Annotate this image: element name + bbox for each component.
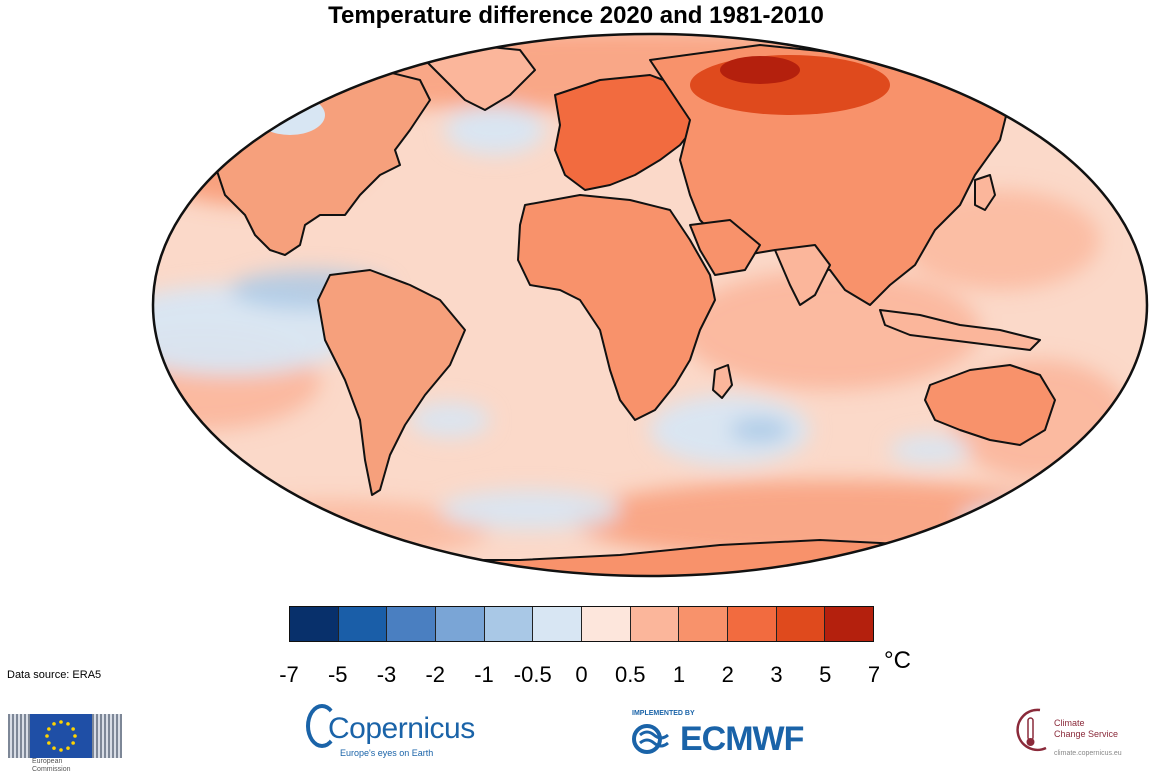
tick-label: 1 [672, 662, 686, 687]
eu-star-icon [52, 722, 56, 726]
map-title: Temperature difference 2020 and 1981-201… [328, 2, 824, 29]
color-scale-bar [289, 606, 874, 642]
tick-label: -5 [327, 662, 348, 687]
antarctic-peninsula [419, 559, 491, 576]
color-swatch [436, 607, 485, 641]
arabia [689, 219, 761, 276]
ecmwf-logo: IMPLEMENTED BY ECMWF [632, 710, 822, 760]
color-swatch [679, 607, 729, 641]
eu-star-icon [59, 748, 63, 752]
eu-star-icon [59, 720, 63, 724]
data-source-label: Data source: ERA5 [7, 669, 102, 681]
tick-label: 5 [819, 662, 832, 687]
globe-outline [151, 32, 1149, 578]
eu-star-icon [73, 734, 77, 738]
eu-star-icon [47, 727, 51, 731]
color-swatch [290, 607, 339, 641]
tick-label: -1 [474, 662, 494, 687]
ecmwf-wordmark: ECMWF [680, 720, 804, 758]
eu-flag-icon [30, 714, 92, 758]
eu-star-icon [52, 746, 56, 750]
ecmwf-wave-icon [632, 724, 669, 754]
india [774, 244, 831, 306]
color-swatch [484, 607, 534, 641]
tick-label: 0.5 [614, 662, 646, 687]
madagascar [712, 364, 733, 399]
color-swatch [387, 607, 437, 641]
color-swatch [582, 607, 631, 641]
eu-caption: European Commission [32, 758, 71, 773]
european-commission-logo: European Commission [8, 710, 122, 773]
indonesia [879, 309, 1041, 351]
color-swatch [338, 607, 388, 641]
europe [554, 74, 701, 191]
tick-label: 0 [575, 662, 588, 687]
color-swatch [825, 607, 874, 641]
unit-label: °C [884, 647, 911, 674]
australia [924, 364, 1056, 446]
eu-star-icon [71, 741, 75, 745]
eu-star-icon [45, 734, 49, 738]
thermometer-ring-icon [1016, 708, 1047, 752]
tick-label: -3 [376, 662, 397, 687]
tick-label: -7 [279, 662, 299, 687]
world-map [151, 32, 1149, 578]
copernicus-wordmark: Copernicus [328, 712, 475, 745]
implemented-by-label: IMPLEMENTED BY [632, 710, 695, 717]
eu-star-icon [66, 746, 70, 750]
eu-building-icon [8, 714, 30, 758]
eu-star-icon [66, 722, 70, 726]
c3s-url: climate.copernicus.eu [1054, 750, 1122, 757]
south-america [317, 269, 466, 496]
c3s-name: Climate Change Service [1054, 718, 1119, 739]
japan [974, 174, 996, 211]
color-swatch [533, 607, 583, 641]
land-masses [153, 44, 1101, 576]
color-swatch [728, 607, 777, 641]
copernicus-tagline: Europe's eyes on Earth [340, 748, 434, 758]
copernicus-logo: Copernicus Europe's eyes on Earth [306, 704, 475, 764]
new-zealand [1081, 439, 1101, 471]
tick-label: -0.5 [513, 662, 552, 687]
color-swatch [776, 607, 826, 641]
c3s-logo: Climate Change Service climate.copernicu… [1010, 704, 1152, 764]
tick-label: 2 [721, 662, 734, 687]
eu-star-icon [47, 741, 51, 745]
eu-star-icon [71, 727, 75, 731]
copernicus-arc-icon [306, 704, 338, 748]
tick-label: 3 [770, 662, 783, 687]
tick-label: -2 [425, 662, 446, 687]
color-swatch [630, 607, 680, 641]
tick-label: 7 [867, 662, 881, 687]
eu-building-icon [92, 714, 122, 758]
africa [517, 194, 716, 421]
